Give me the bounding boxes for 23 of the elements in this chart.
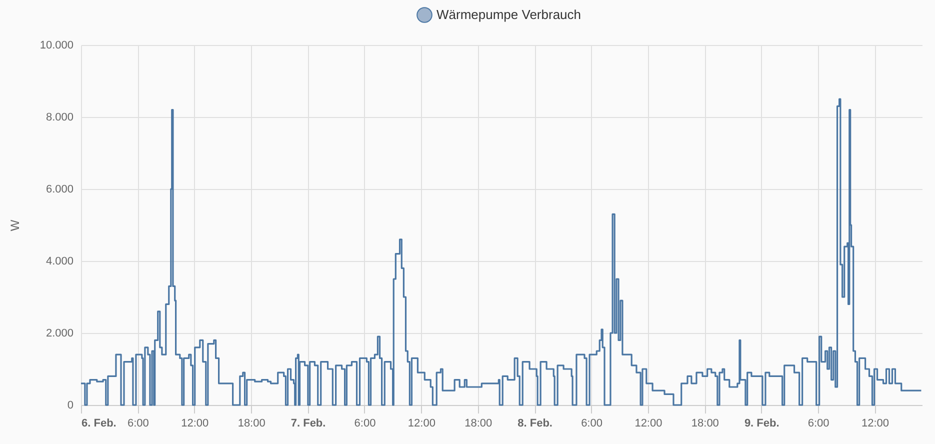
x-tick-label: 7. Feb. [290,418,326,430]
x-tick-label: 12:00 [861,418,890,430]
y-tick-label: 6.000 [46,184,74,196]
x-tick-label: 9. Feb. [744,418,780,430]
y-tick-label: 8.000 [46,112,74,124]
y-tick-label: 4.000 [46,256,74,268]
x-tick-label: 12:00 [408,418,436,430]
y-tick-label: 2.000 [46,328,74,340]
x-tick-label: 6. Feb. [82,418,116,430]
x-tick-label: 18:00 [464,418,492,430]
x-tick-label: 12:00 [634,418,662,430]
x-tick-label: 18:00 [238,418,266,430]
y-tick-label: 0 [67,400,74,412]
x-tick-label: 6:00 [354,418,376,430]
y-tick-label: 10.000 [40,40,74,52]
x-tick-label: 6:00 [127,418,149,430]
x-tick-label: 8. Feb. [518,418,552,430]
x-tick-label: 12:00 [181,418,209,430]
x-tick-label: 18:00 [691,418,719,430]
x-tick-label: 6:00 [808,418,830,430]
legend-label: Wärmepumpe Verbrauch [436,7,582,22]
y-axis-title: W [8,219,22,232]
x-tick-label: 6:00 [581,418,602,430]
